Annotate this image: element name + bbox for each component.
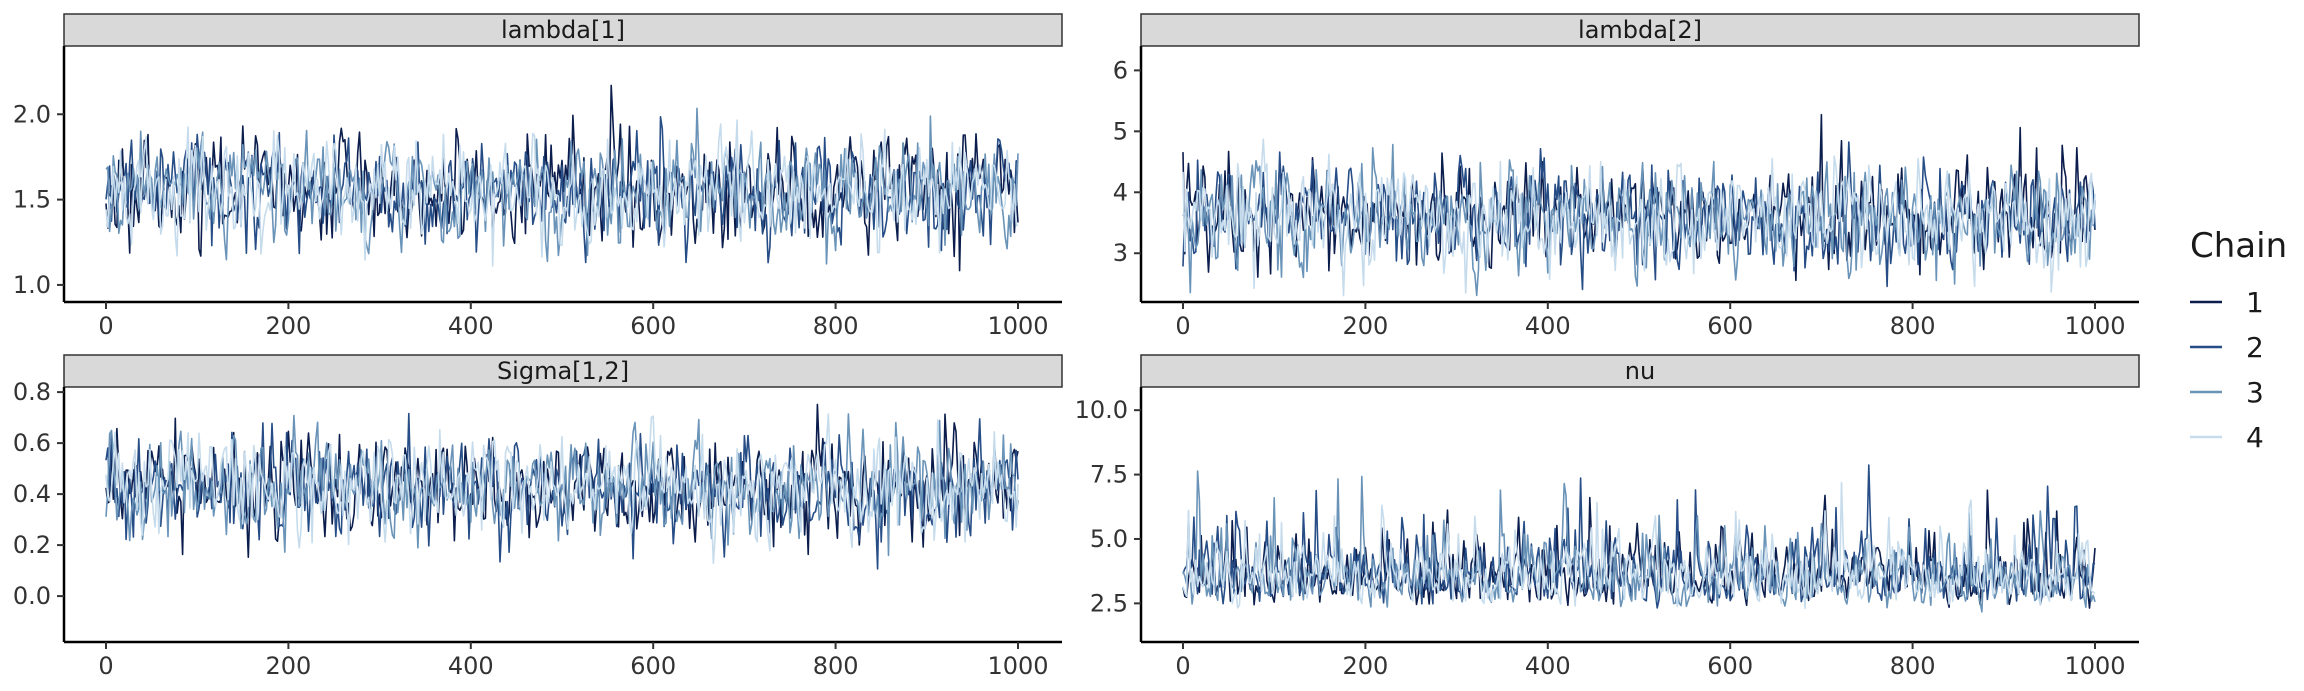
xtick-label-sigma-1-2: 600: [630, 652, 676, 680]
traces-lambda-1: [105, 84, 1019, 272]
legend-label-2: 2: [2246, 331, 2264, 364]
xtick-label-nu: 1000: [2064, 652, 2125, 680]
strip-label-nu: nu: [1625, 357, 1655, 385]
ytick-label-lambda-2: 3: [1113, 239, 1128, 267]
ytick-label-lambda-1: 1.0: [13, 271, 51, 299]
traces-sigma-1-2: [105, 403, 1019, 570]
xtick-label-lambda-2: 600: [1707, 312, 1753, 340]
ytick-label-lambda-2: 4: [1113, 178, 1128, 206]
traces-nu: [1182, 464, 2096, 613]
xtick-label-sigma-1-2: 800: [813, 652, 859, 680]
panel-lambda-1: lambda[1] 1.0 1.5 2.0 0 200 400 600 800 1000: [13, 13, 1063, 340]
legend-label-4: 4: [2246, 421, 2264, 454]
panel-sigma-1-2: Sigma[1,2] 0.0 0.2 0.4 0.6 0.8 0 200 400 600 800 10…: [13, 354, 1063, 680]
traces-lambda-2: [1182, 113, 2096, 297]
xtick-label-lambda-1: 800: [813, 312, 859, 340]
xtick-label-nu: 0: [1175, 652, 1190, 680]
trace-lambda-1-chain-4: [105, 119, 1019, 267]
xtick-label-lambda-2: 0: [1175, 312, 1190, 340]
ytick-label-nu: 10.0: [1075, 396, 1128, 424]
xtick-label-lambda-1: 0: [98, 312, 113, 340]
ytick-label-sigma-1-2: 0.6: [13, 429, 51, 457]
ytick-label-lambda-1: 1.5: [13, 186, 51, 214]
xtick-label-lambda-2: 400: [1525, 312, 1571, 340]
xtick-label-nu: 800: [1890, 652, 1936, 680]
xtick-label-sigma-1-2: 0: [98, 652, 113, 680]
strip-label-lambda-1: lambda[1]: [501, 16, 625, 44]
xtick-label-sigma-1-2: 200: [265, 652, 311, 680]
strip-nu: [1140, 354, 2140, 388]
trace-lambda-2-chain-4: [1182, 138, 2096, 297]
trace-lambda-1-chain-1: [105, 84, 1019, 272]
ytick-label-sigma-1-2: 0.8: [13, 378, 51, 406]
xtick-label-sigma-1-2: 1000: [987, 652, 1048, 680]
xtick-label-lambda-1: 200: [265, 312, 311, 340]
legend-label-1: 1: [2246, 286, 2264, 319]
xtick-label-lambda-1: 600: [630, 312, 676, 340]
legend-label-3: 3: [2246, 376, 2264, 409]
strip-lambda-1: [63, 13, 1063, 47]
ytick-label-nu: 7.5: [1090, 461, 1128, 489]
ytick-label-lambda-2: 5: [1113, 117, 1128, 145]
xtick-label-lambda-2: 800: [1890, 312, 1936, 340]
panel-nu: nu 2.5 5.0 7.5 10.0 0 200 400 600 800 1000: [1075, 354, 2140, 680]
strip-label-lambda-2: lambda[2]: [1578, 16, 1702, 44]
legend-item-4: 4: [2190, 421, 2264, 454]
panel-lambda-2: lambda[2] 3 4 5 6 0 200 400 600 800 1000: [1113, 13, 2140, 340]
chain-legend: Chain 1 2 3 4: [2190, 226, 2287, 454]
trace-nu-chain-3: [1182, 470, 2096, 613]
ytick-label-lambda-1: 2.0: [13, 100, 51, 128]
xtick-label-lambda-1: 400: [448, 312, 494, 340]
ytick-label-nu: 2.5: [1090, 589, 1128, 617]
trace-lambda-2-chain-1: [1182, 113, 2096, 282]
trace-nu-chain-4: [1182, 481, 2096, 610]
legend-item-2: 2: [2190, 331, 2264, 364]
xtick-label-nu: 400: [1525, 652, 1571, 680]
ytick-label-sigma-1-2: 0.4: [13, 480, 51, 508]
trace-sigma-1-2-chain-4: [105, 413, 1019, 564]
xtick-label-lambda-1: 1000: [987, 312, 1048, 340]
legend-item-3: 3: [2190, 376, 2264, 409]
trace-lambda-1-chain-3: [105, 107, 1019, 265]
legend-item-1: 1: [2190, 286, 2264, 319]
xtick-label-lambda-2: 200: [1342, 312, 1388, 340]
strip-lambda-2: [1140, 13, 2140, 47]
ytick-label-sigma-1-2: 0.0: [13, 582, 51, 610]
strip-sigma-1-2: [63, 354, 1063, 388]
ytick-label-sigma-1-2: 0.2: [13, 531, 51, 559]
strip-label-sigma-1-2: Sigma[1,2]: [497, 357, 629, 385]
xtick-label-lambda-2: 1000: [2064, 312, 2125, 340]
legend-title: Chain: [2190, 226, 2287, 266]
ytick-label-lambda-2: 6: [1113, 56, 1128, 84]
xtick-label-sigma-1-2: 400: [448, 652, 494, 680]
ytick-label-nu: 5.0: [1090, 525, 1128, 553]
xtick-label-nu: 200: [1342, 652, 1388, 680]
xtick-label-nu: 600: [1707, 652, 1753, 680]
